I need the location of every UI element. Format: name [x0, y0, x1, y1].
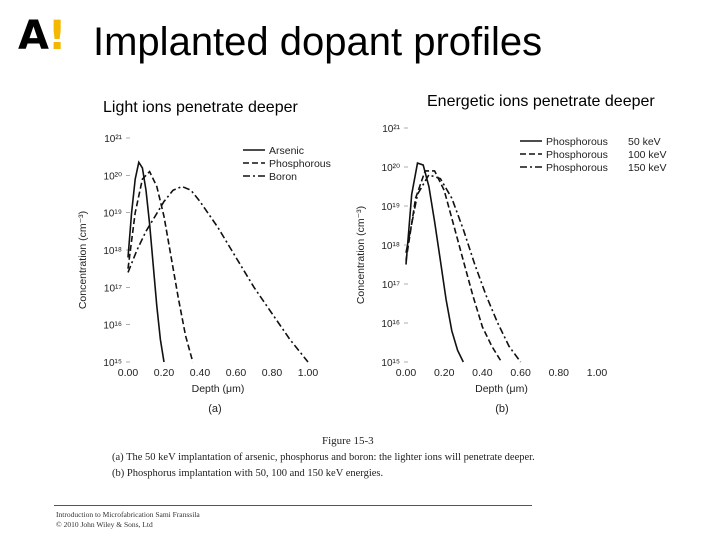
x-tick-label: 0.40	[190, 367, 211, 379]
x-tick-label: 1.00	[298, 367, 319, 379]
x-tick-label: 0.60	[510, 367, 531, 379]
x-tick-label: 0.60	[226, 367, 247, 379]
series-line-arsenic	[127, 160, 165, 363]
legend-label: Boron	[269, 171, 297, 183]
x-axis-label: Depth (μm)	[192, 383, 245, 395]
panel-label: (b)	[495, 403, 508, 415]
x-tick-label: 0.00	[118, 367, 139, 379]
y-tick-label: 10²⁰	[382, 163, 400, 174]
x-tick-label: 0.80	[262, 367, 283, 379]
caption-line-b: (b) Phosphorus implantation with 50, 100…	[112, 468, 384, 479]
y-tick-label: 10¹⁶	[103, 321, 122, 332]
y-tick-label: 10²¹	[104, 134, 122, 145]
subtitle-right: Energetic ions penetrate deeper	[427, 93, 655, 110]
y-tick-label: 10¹⁵	[381, 358, 400, 369]
series-line-phosphorous-100kev	[405, 170, 503, 363]
legend-energy-label: 100 keV	[628, 149, 667, 161]
footer-line-1: Introduction to Microfabrication Sami Fr…	[56, 510, 200, 519]
caption-line-a: (a) The 50 keV implantation of arsenic, …	[112, 452, 535, 463]
series-line-phosphorous-150kev	[405, 173, 522, 363]
y-tick-label: 10¹⁹	[381, 202, 400, 213]
y-tick-label: 10²⁰	[104, 171, 122, 182]
legend-label: Phosphorous	[546, 136, 608, 148]
logo-letter: A	[18, 13, 49, 59]
logo-mark: !	[47, 13, 66, 59]
x-tick-label: 1.00	[587, 367, 608, 379]
y-axis-label: Concentration (cm⁻³)	[77, 211, 89, 309]
y-tick-label: 10¹⁵	[103, 358, 122, 369]
chart-panel-b: 10¹⁵ 10¹⁶ 10¹⁷ 10¹⁸ 10¹⁹ 10²⁰ 10²¹ 0.00 0.20 0.40…	[355, 124, 667, 415]
y-tick-label: 10¹⁶	[381, 319, 400, 330]
x-tick-label: 0.20	[154, 367, 175, 379]
panel-label: (a)	[208, 403, 221, 415]
x-tick-label: 0.20	[434, 367, 455, 379]
y-axis-label: Concentration (cm⁻³)	[355, 206, 367, 304]
figure-caption-label: Figure 15-3	[322, 435, 374, 447]
subtitle-left: Light ions penetrate deeper	[103, 99, 298, 116]
footer-credit: Introduction to Microfabrication Sami Fr…	[56, 510, 200, 530]
y-tick-label: 10¹⁸	[381, 241, 400, 252]
legend-energy-label: 150 keV	[628, 162, 667, 174]
x-axis-label: Depth (μm)	[475, 383, 528, 395]
x-tick-label: 0.00	[396, 367, 417, 379]
x-tick-label: 0.40	[472, 367, 493, 379]
aalto-logo: A!	[18, 13, 66, 59]
footer-line-2: © 2010 John Wiley & Sons, Ltd	[56, 520, 153, 529]
series-line-boron	[127, 185, 309, 363]
chart-panel-a: 10¹⁵ 10¹⁶ 10¹⁷ 10¹⁸ 10¹⁹ 10²⁰ 10²¹ 0.00 0.20 0.40…	[77, 134, 331, 415]
legend-energy-label: 50 keV	[628, 136, 661, 148]
x-tick-label: 0.80	[549, 367, 570, 379]
y-tick-label: 10²¹	[382, 124, 400, 135]
y-tick-label: 10¹⁸	[103, 246, 122, 257]
slide-title: Implanted dopant profiles	[93, 20, 543, 64]
legend-label: Arsenic	[269, 145, 304, 157]
legend-label: Phosphorous	[546, 162, 608, 174]
series-line-phosphorous-50kev	[405, 162, 465, 363]
legend-label: Phosphorous	[269, 158, 331, 170]
y-tick-label: 10¹⁷	[104, 283, 122, 294]
legend-label: Phosphorous	[546, 149, 608, 161]
footer-divider	[54, 505, 532, 506]
y-tick-label: 10¹⁷	[382, 280, 400, 291]
series-line-phosphorous	[127, 170, 194, 363]
y-tick-label: 10¹⁹	[103, 209, 122, 220]
